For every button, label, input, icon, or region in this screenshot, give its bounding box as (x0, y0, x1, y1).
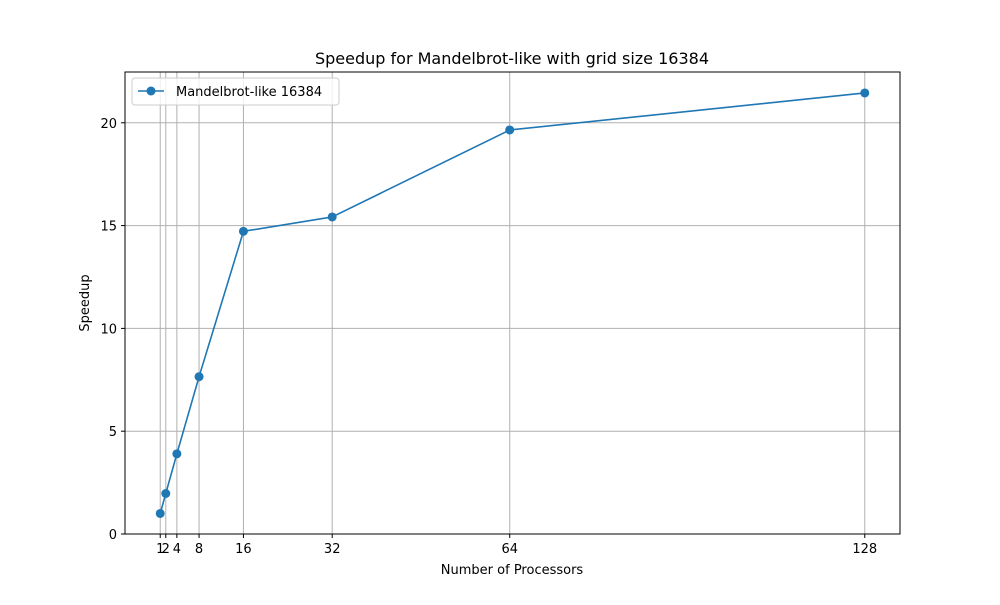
chart-title: Speedup for Mandelbrot-like with grid si… (315, 49, 709, 68)
x-tick-label-128: 128 (852, 542, 877, 557)
y-tick-label-20: 20 (100, 117, 117, 132)
x-tick-label-64: 64 (501, 542, 518, 557)
x-tick-label-2: 2 (162, 542, 170, 557)
data-point-x128 (860, 88, 870, 98)
x-tick-label-8: 8 (195, 542, 203, 557)
y-tick-label-15: 15 (100, 220, 117, 235)
y-tick-label-0: 0 (109, 528, 117, 543)
series-line-0 (159, 92, 865, 514)
x-tick-label-4: 4 (173, 542, 181, 557)
data-point-x64 (505, 125, 515, 135)
x-tick-label-16: 16 (235, 542, 252, 557)
legend-box (131, 77, 340, 106)
y-tick-label-10: 10 (100, 322, 117, 337)
data-point-x2 (161, 488, 171, 498)
x-tick-label-32: 32 (324, 542, 341, 557)
legend-marker-swatch (146, 86, 156, 96)
tick-layer: 12 4 8 16 32 64 128 0 5 10 15 20 (100, 117, 877, 557)
y-tick-label-5: 5 (109, 425, 117, 440)
data-point-x1 (155, 508, 165, 518)
data-point-x16 (238, 226, 248, 236)
legend: Mandelbrot-like 16384 (131, 77, 340, 106)
series-layer (155, 88, 870, 518)
x-axis-label: Number of Processors (441, 563, 584, 578)
legend-label: Mandelbrot-like 16384 (176, 85, 322, 100)
data-point-x8 (194, 372, 204, 382)
y-axis-label: Speedup (78, 274, 93, 331)
plot-frame (124, 71, 901, 535)
grid-layer (125, 72, 900, 535)
data-point-x32 (327, 212, 337, 222)
data-point-x4 (172, 449, 182, 459)
x-tick-label-1: 1 (156, 542, 164, 557)
axes-layer (124, 71, 901, 535)
